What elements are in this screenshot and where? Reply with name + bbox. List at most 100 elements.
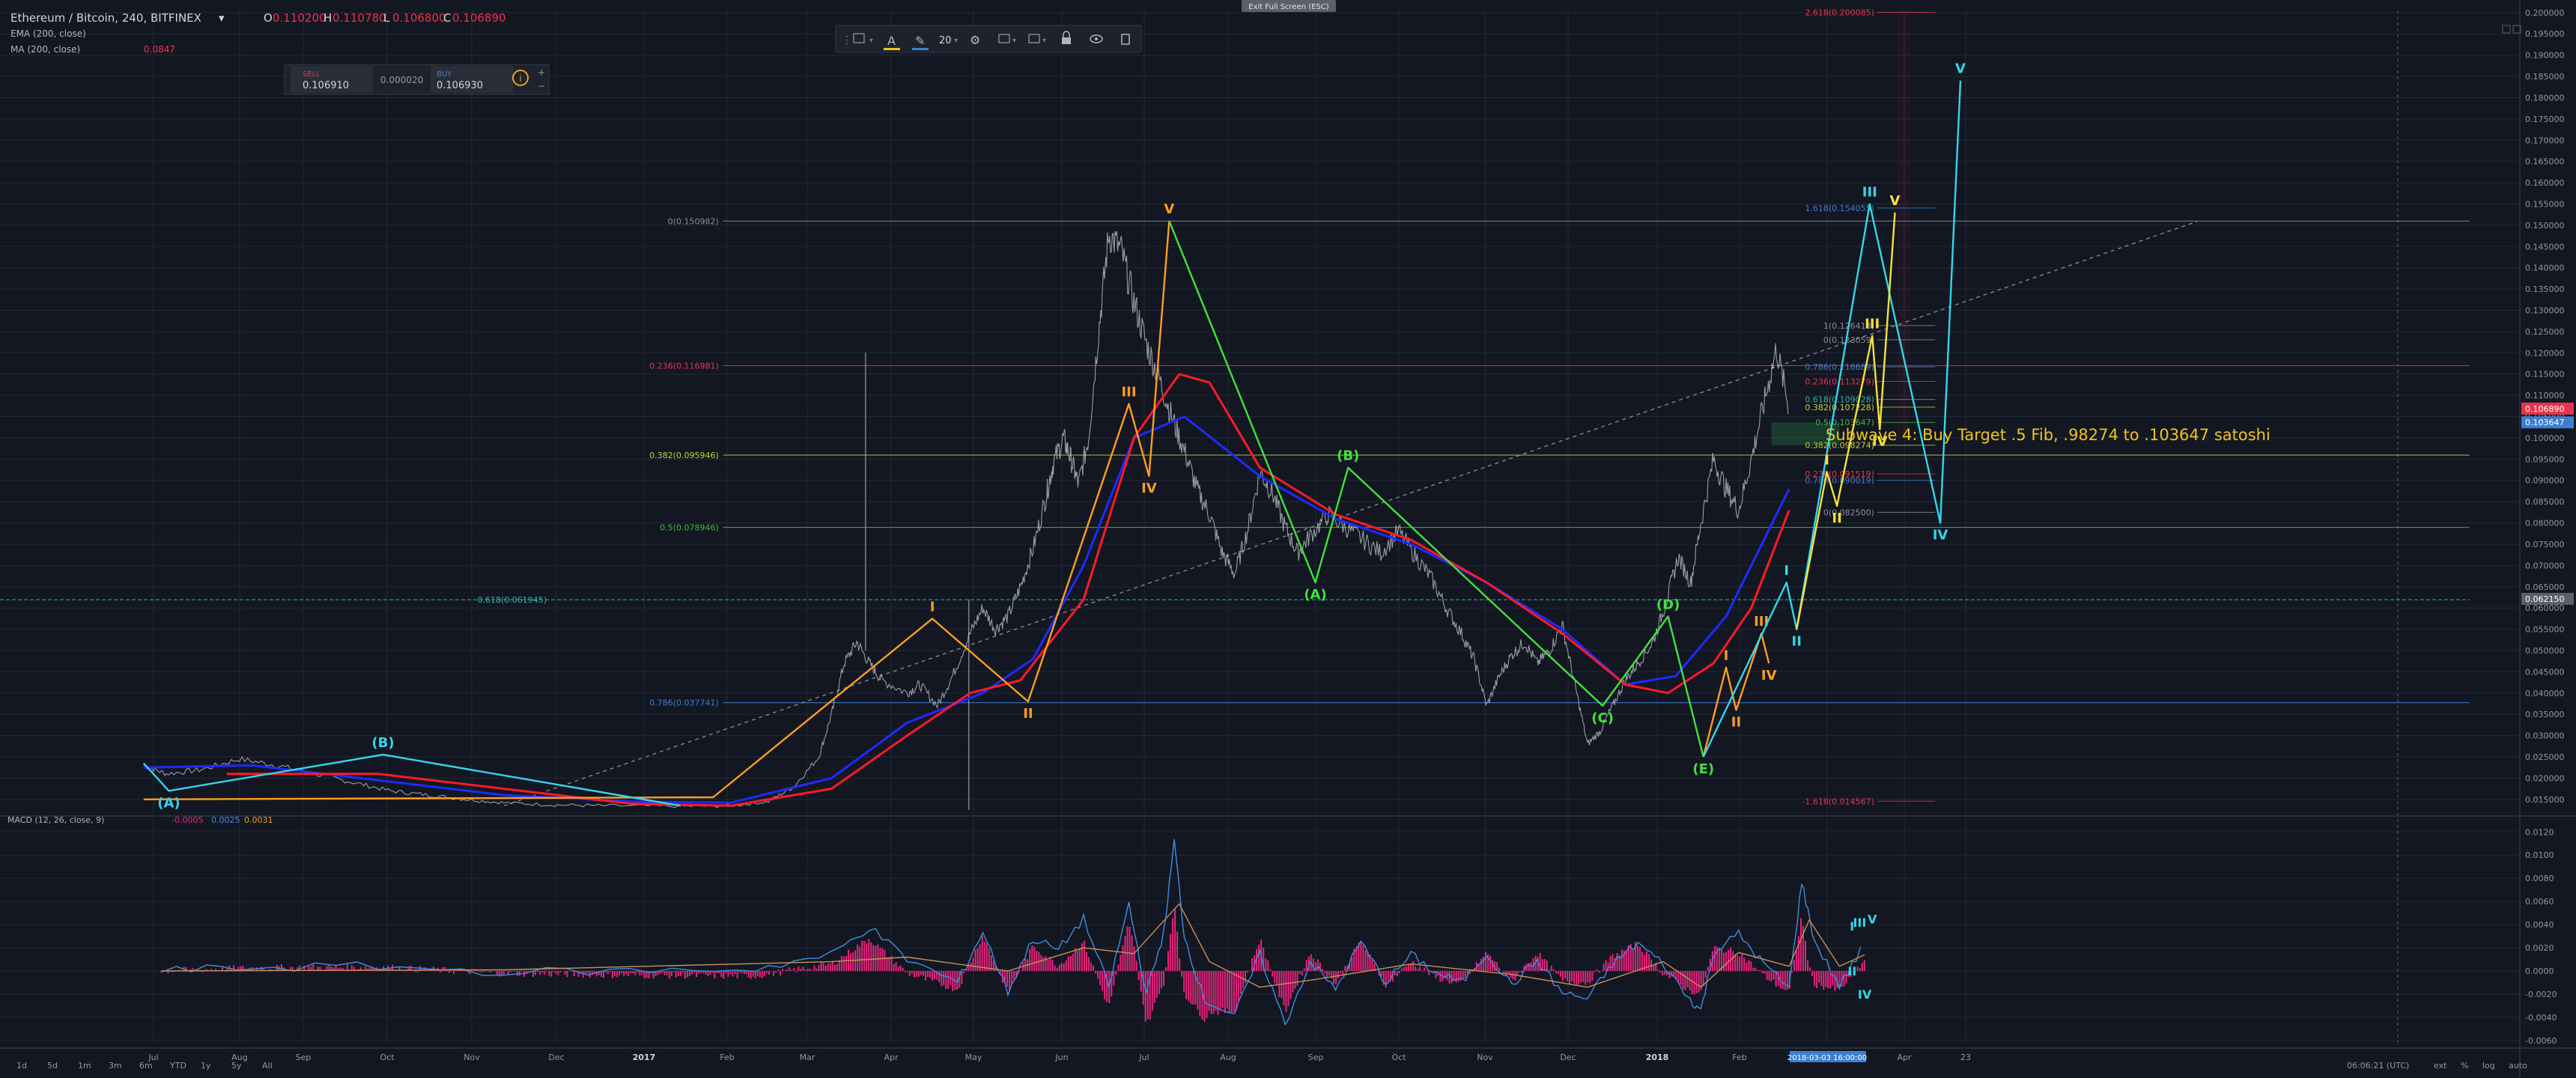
buy-button[interactable] — [431, 66, 513, 93]
time-range-button-1m[interactable]: 1m — [78, 1061, 91, 1071]
drag-handle-icon[interactable]: ⋮ — [842, 34, 852, 46]
eye-icon[interactable] — [1090, 34, 1103, 43]
wave-label[interactable]: (D) — [1656, 597, 1680, 613]
sell-button[interactable] — [291, 66, 373, 93]
exit-full-screen-button[interactable] — [1242, 0, 1336, 12]
time-range-button-6m[interactable]: 6m — [139, 1061, 153, 1071]
time-range-button-all[interactable]: All — [262, 1061, 273, 1071]
minus-icon[interactable]: − — [538, 81, 545, 91]
wave-label[interactable]: IV — [1141, 481, 1157, 496]
lock-icon[interactable] — [1062, 37, 1071, 44]
symbol-title[interactable]: Ethereum / Bitcoin, 240, BITFINEX — [10, 11, 201, 25]
crosshair-time-tag — [1790, 1051, 1866, 1062]
wave-label[interactable]: II — [1731, 715, 1741, 731]
visibility-dropdown-icon[interactable]: ▾ — [1012, 37, 1016, 45]
wave-label[interactable]: I — [1724, 648, 1729, 664]
price-axis-tick-label: 0.125000 — [2525, 327, 2565, 337]
macd-axis-tick-label: 0.0000 — [2525, 966, 2554, 976]
wave-cyan-left[interactable] — [142, 753, 681, 807]
trash-icon[interactable] — [1121, 34, 1130, 45]
subwave-annotation[interactable]: Subwave 4: Buy Target .5 Fib, .98274 to … — [1826, 426, 2270, 444]
fib-ext-label: 2.618(0.200085) — [1805, 7, 1874, 17]
spread-value: 0.000020 — [380, 75, 423, 85]
macd-wave-label[interactable]: II — [1847, 964, 1856, 978]
wave-label[interactable]: III — [1121, 384, 1136, 400]
time-range-button-1d[interactable]: 1d — [16, 1061, 27, 1071]
scale-button-auto[interactable]: auto — [2509, 1061, 2527, 1071]
plus-icon[interactable]: + — [538, 67, 545, 78]
price-pane[interactable]: 0(0.150982) 0.236(0.116981) 0.382(0.095946… — [0, 7, 2470, 811]
wave-label[interactable]: (B) — [371, 735, 394, 751]
pen-icon[interactable]: ✎ — [915, 34, 925, 48]
price-axis-tick-label: 0.175000 — [2525, 115, 2565, 124]
wave-label[interactable]: I — [1784, 563, 1789, 579]
wave-label[interactable]: IV — [1933, 528, 1948, 543]
wave-label[interactable]: II — [1023, 706, 1033, 722]
ohlc-value: 0.106890 — [452, 11, 506, 25]
text-color-icon[interactable]: A — [887, 34, 896, 48]
settings-gear-icon[interactable]: ⚙ — [970, 33, 980, 47]
wave-label[interactable]: V — [1164, 201, 1174, 217]
info-icon[interactable] — [512, 70, 529, 86]
clone-icon[interactable] — [1028, 34, 1040, 43]
pane-maximize-icon[interactable] — [2502, 25, 2511, 34]
wave-label[interactable]: (A) — [157, 795, 180, 811]
macd-line[interactable] — [161, 838, 1862, 1026]
wave-label[interactable]: II — [1832, 511, 1841, 526]
wave-green[interactable] — [1168, 220, 1704, 758]
price-axis-tick-label: 0.040000 — [2525, 689, 2565, 698]
wave-label[interactable]: (B) — [1337, 448, 1359, 464]
time-range-button-3m[interactable]: 3m — [109, 1061, 122, 1071]
scale-buttons: ext% log auto — [2434, 1061, 2527, 1071]
wave-cyan-sub[interactable] — [1702, 80, 1962, 758]
dashed-trendline[interactable] — [503, 221, 2198, 806]
background-color-icon[interactable] — [853, 33, 865, 43]
symbol-dropdown-icon[interactable]: ▾ — [219, 11, 225, 25]
wave-label[interactable]: III — [1754, 614, 1769, 630]
macd-legend-label[interactable]: MACD (12, 26, close, 9) — [7, 815, 104, 825]
wave-label[interactable]: (C) — [1591, 710, 1614, 726]
macd-wave-label[interactable]: III — [1853, 916, 1866, 930]
wave-label[interactable]: I — [930, 599, 935, 615]
wave-label[interactable]: (E) — [1692, 761, 1714, 777]
wave-label[interactable]: I — [1824, 452, 1829, 468]
wave-label[interactable]: IV — [1872, 434, 1888, 450]
wave-label[interactable]: (A) — [1304, 587, 1326, 603]
wave-label[interactable]: III — [1862, 184, 1877, 200]
visibility-icon[interactable] — [998, 34, 1010, 43]
wave-label[interactable]: III — [1865, 317, 1880, 332]
wave-label[interactable]: II — [1792, 634, 1802, 650]
macd-signal-line[interactable] — [161, 903, 1865, 988]
time-range-button-5d[interactable]: 5d — [47, 1061, 58, 1071]
time-range-buttons: 1d 5d 1m 3m 6m YTD 1y 5y All — [16, 1061, 273, 1071]
time-range-button-1y[interactable]: 1y — [201, 1061, 211, 1071]
ema-legend-label[interactable]: EMA (200, close) — [10, 28, 86, 39]
scale-button-ext[interactable]: ext — [2434, 1061, 2447, 1071]
time-range-button-ytd[interactable]: YTD — [169, 1061, 186, 1071]
macd-wave-label[interactable]: V — [1868, 913, 1877, 927]
macd-wave-label[interactable]: IV — [1858, 987, 1872, 1002]
wave-label[interactable]: IV — [1761, 668, 1777, 683]
price-axis-tick-label: 0.160000 — [2525, 178, 2565, 188]
utc-clock[interactable]: 06:06:21 (UTC) — [2347, 1061, 2409, 1071]
wave-label[interactable]: V — [1890, 193, 1901, 209]
macd-wave-label[interactable]: I — [1850, 919, 1854, 934]
ma-legend-label[interactable]: MA (200, close) — [10, 44, 80, 55]
wave-label[interactable]: V — [1955, 61, 1966, 77]
wave-orange[interactable] — [143, 221, 1170, 801]
time-range-button-5y[interactable]: 5y — [231, 1061, 242, 1071]
pane-minimize-icon[interactable] — [2512, 25, 2521, 34]
macd-axis-tick-label: -0.0020 — [2525, 990, 2557, 999]
clone-dropdown-icon[interactable]: ▾ — [1042, 37, 1046, 45]
fib-ext-label: 0.786(0.116689) — [1805, 362, 1874, 372]
ma-200-line[interactable] — [226, 373, 1790, 807]
wave-orange-sub[interactable] — [1702, 633, 1770, 758]
background-dropdown-icon[interactable]: ▾ — [869, 37, 873, 45]
wave-yellow-sub[interactable] — [1796, 212, 1896, 630]
scale-button-percent[interactable]: % — [2461, 1061, 2468, 1071]
line-width-dropdown-icon[interactable]: ▾ — [954, 37, 958, 45]
scale-button-log[interactable]: log — [2482, 1061, 2495, 1071]
line-width-value[interactable]: 20 — [939, 35, 952, 46]
